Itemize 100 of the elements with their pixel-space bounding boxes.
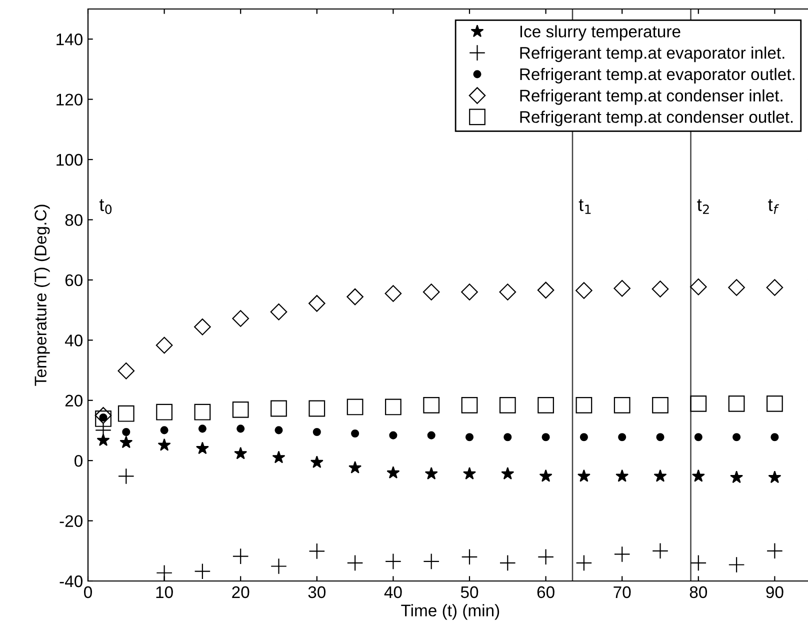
point — [312, 428, 321, 436]
annotation: t$_{f}$ — [768, 199, 780, 214]
point — [766, 279, 784, 296]
x-tick-label: 50 — [460, 586, 478, 598]
point — [728, 279, 745, 296]
point — [95, 410, 112, 427]
point — [690, 278, 707, 296]
point — [499, 396, 516, 414]
point — [389, 431, 398, 440]
point — [160, 426, 168, 434]
point — [194, 404, 211, 420]
point — [504, 433, 512, 442]
point — [234, 446, 248, 460]
point — [196, 442, 209, 454]
point — [463, 467, 476, 480]
point — [232, 402, 249, 418]
point — [346, 288, 364, 306]
point — [96, 434, 110, 446]
point — [120, 436, 133, 448]
point — [542, 433, 550, 442]
point — [118, 362, 135, 380]
point — [656, 433, 664, 442]
point — [616, 469, 629, 482]
point — [348, 461, 362, 474]
ref-line-label: t$_{1}$ — [578, 199, 591, 214]
point — [122, 428, 130, 436]
point — [274, 426, 283, 434]
point — [732, 433, 741, 442]
point — [690, 395, 707, 412]
x-axis-title: Time (t) (min) — [401, 604, 500, 620]
x-tick-label: 90 — [766, 586, 784, 598]
y-tick-label: 60 — [65, 274, 82, 286]
point — [351, 429, 360, 438]
point — [694, 433, 702, 442]
point — [766, 395, 783, 412]
point — [652, 280, 669, 298]
y-tick-label: 100 — [56, 154, 82, 166]
point — [580, 433, 588, 442]
y-tick-label: 40 — [64, 334, 82, 346]
y-tick-label: -20 — [60, 515, 82, 527]
x-tick-label: 60 — [537, 586, 554, 598]
point — [499, 284, 516, 300]
point — [424, 467, 438, 480]
point — [308, 400, 326, 417]
point — [384, 285, 402, 302]
y-tick-label: 80 — [65, 214, 82, 226]
point — [576, 396, 592, 414]
y-axis-title: Temperature (T) (Deg.C) — [34, 204, 50, 386]
point — [232, 310, 250, 327]
annotation: t$_{0}$ — [99, 199, 112, 214]
point — [461, 396, 478, 414]
point — [118, 405, 134, 422]
x-tick-label: 10 — [156, 586, 173, 598]
legend-label: Refrigerant temp.at evaporator inlet. — [520, 46, 784, 62]
point — [465, 433, 474, 442]
point — [427, 431, 436, 440]
point — [272, 450, 286, 464]
point — [158, 438, 171, 451]
point — [618, 433, 626, 442]
point — [537, 282, 554, 299]
point — [770, 433, 779, 442]
point — [198, 424, 206, 433]
point — [501, 467, 514, 480]
point — [156, 336, 173, 354]
legend-label: Ice slurry temperature — [520, 25, 680, 41]
y-tick-label: 140 — [56, 34, 82, 46]
point — [539, 469, 552, 482]
point — [346, 398, 364, 416]
point — [270, 303, 288, 320]
point — [236, 424, 245, 433]
point — [385, 398, 402, 416]
point — [652, 396, 668, 414]
y-tick-label: 120 — [56, 94, 82, 106]
y-tick-label: -40 — [60, 575, 82, 588]
legend-label: Refrigerant temp.at condenser outlet. — [520, 110, 793, 126]
point — [310, 456, 324, 468]
point — [386, 466, 400, 479]
x-tick-label: 40 — [384, 586, 402, 598]
x-tick-label: 30 — [308, 586, 326, 598]
point — [614, 280, 631, 297]
point — [94, 407, 112, 424]
point — [156, 404, 172, 420]
point — [423, 396, 440, 414]
point — [692, 469, 705, 482]
point — [768, 470, 782, 484]
point — [654, 469, 667, 482]
ref-line-label: t$_{2}$ — [697, 199, 709, 214]
point — [614, 396, 630, 414]
point — [730, 470, 744, 484]
x-tick-label: 20 — [232, 586, 250, 598]
point — [577, 469, 590, 482]
y-tick-label: 20 — [65, 394, 82, 407]
point — [728, 395, 745, 412]
point — [308, 295, 326, 312]
legend-label: Refrigerant temp.at evaporator outlet. — [520, 68, 794, 84]
x-tick-label: 0 — [84, 586, 92, 598]
point — [538, 396, 554, 414]
point — [270, 400, 287, 417]
point — [576, 282, 592, 299]
legend-label: Refrigerant temp.at condenser inlet. — [520, 89, 782, 105]
